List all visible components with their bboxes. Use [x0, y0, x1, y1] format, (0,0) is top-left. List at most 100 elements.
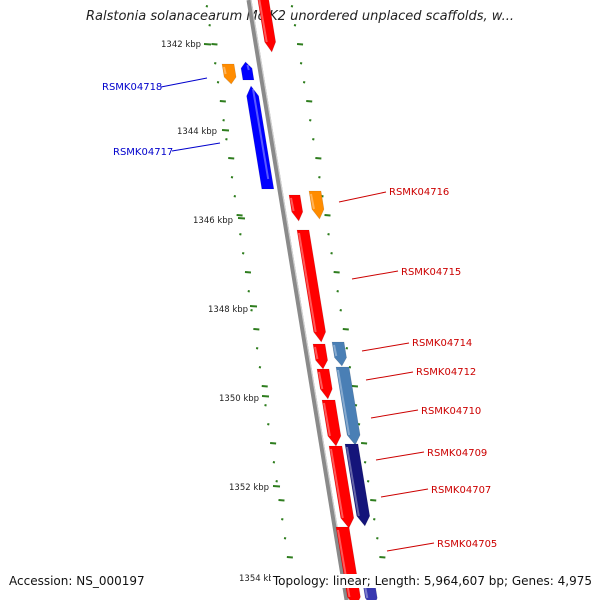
gene-rsmk04714-shine: [314, 346, 319, 360]
ruler-tick: [275, 480, 278, 483]
gene-leader-line: [370, 409, 419, 419]
ruler-tick: [233, 195, 237, 198]
ruler-tick: [318, 176, 321, 179]
gene-rsmk04717-shine: [252, 88, 270, 180]
gene-rsmk04707-shine: [346, 446, 360, 517]
gene-label-right: RSMK04715: [401, 267, 461, 278]
gene-label-right: RSMK04714: [412, 338, 472, 349]
ruler-tick: [253, 328, 260, 331]
gene-rsmk04714-steel: [331, 341, 347, 367]
backbone: [246, 0, 350, 600]
ruler-tick: [354, 404, 358, 407]
gene-orange-left: [221, 63, 237, 85]
ruler-tick: [225, 138, 228, 141]
gene-label-right: RSMK04709: [427, 448, 487, 459]
gene-rsmk04716-red-shine: [290, 197, 295, 212]
ruler-tick: [357, 423, 361, 426]
ruler-tick: [302, 81, 306, 84]
ruler-tick: [222, 119, 225, 122]
gene-rsmk04714-steel-shine: [333, 344, 338, 357]
ruler-tick: [286, 556, 293, 559]
gene-blue-small-shine: [246, 64, 250, 71]
gene-leader-line: [361, 342, 410, 352]
ruler-tick: [315, 157, 322, 160]
gene-rsmk04712-shine: [318, 371, 324, 390]
gene-rsmk04716-orange-shine: [310, 193, 315, 210]
gene-rsmk04707: [344, 443, 371, 527]
tick-labels: 1342 kbp 1344 kbp 1346 kbp 1348 kbp 1350 kbp…: [161, 40, 290, 584]
map-title: Ralstonia solanacearum MolK2 unordered u…: [85, 9, 514, 24]
gene-leader-line: [386, 542, 435, 552]
ruler-tick: [330, 252, 333, 255]
ruler-major-tick: [237, 217, 246, 220]
ruler-tick: [216, 81, 220, 84]
gene-features: [221, 0, 378, 600]
ruler-tick: [327, 233, 330, 236]
ruler-tick: [272, 461, 276, 464]
ruler-tick: [267, 423, 270, 426]
gene-top-red: [257, 0, 276, 53]
gene-orange-left-shine: [223, 66, 227, 75]
gene-label-right: RSMK04707: [431, 485, 491, 496]
gene-leader-line: [171, 142, 221, 152]
gene-label-right: RSMK04710: [421, 406, 481, 417]
ruler-tick: [211, 43, 218, 46]
backbone-line: [246, 0, 350, 600]
gene-rsmk04715-shine: [298, 232, 317, 333]
ruler-tick: [324, 214, 331, 217]
ruler-tick: [258, 366, 262, 369]
gene-rsmk04709: [321, 399, 342, 447]
gene-rsmk04710-shine: [337, 369, 351, 436]
ruler-dots: [205, 5, 386, 578]
ruler-tick: [250, 309, 253, 312]
ruler-tick: [228, 157, 235, 160]
ruler-tick: [293, 24, 297, 27]
gene-rsmk04707-red: [328, 445, 355, 529]
ruler-tick: [370, 499, 377, 502]
ruler-tick: [363, 461, 367, 464]
ruler-tick: [351, 385, 359, 388]
ruler-tick: [361, 442, 368, 445]
ruler-tick: [336, 290, 339, 293]
ruler-tick: [376, 537, 379, 540]
gene-rsmk04714: [312, 343, 328, 370]
ruler-label: 1354 kbp: [239, 574, 279, 584]
backbone-highlight: [250, 0, 350, 600]
ruler-tick: [312, 138, 315, 141]
ruler-label: 1346 kbp: [193, 216, 233, 226]
gene-label-right: RSMK04712: [416, 367, 476, 378]
gene-blue-small: [240, 61, 255, 81]
ruler-tick: [309, 119, 312, 122]
ruler-tick: [255, 347, 259, 350]
ruler-major-tick: [203, 43, 212, 46]
gene-rsmk04716-red: [288, 194, 304, 222]
gene-label-left: RSMK04718: [102, 82, 162, 93]
ruler-tick: [306, 100, 313, 103]
ruler-tick: [236, 214, 243, 217]
gene-top-red-shine: [258, 0, 268, 43]
gene-rsmk04712: [316, 368, 333, 400]
ruler-tick: [208, 24, 211, 27]
ruler-tick: [296, 43, 304, 46]
ruler-tick: [239, 233, 242, 236]
gene-rsmk04715: [296, 229, 326, 343]
ruler-major-tick: [221, 129, 230, 132]
ruler-tick: [278, 499, 285, 502]
gene-leader-line: [380, 488, 429, 498]
ruler-label: 1348 kbp: [208, 305, 248, 315]
ruler-tick: [299, 62, 303, 65]
ruler-tick: [333, 271, 340, 274]
ruler-tick: [345, 347, 349, 350]
ruler-tick: [281, 518, 284, 521]
ruler-tick: [205, 5, 209, 8]
ruler-label: 1342 kbp: [161, 40, 201, 50]
gene-leader-line: [351, 270, 399, 280]
gene-leader-line: [375, 451, 425, 461]
ruler-tick: [270, 442, 277, 445]
ruler-tick: [290, 5, 294, 8]
ruler-major-tick: [261, 395, 270, 398]
ruler-tick: [379, 556, 386, 559]
genome-summary: Topology: linear; Length: 5,964,607 bp; …: [270, 574, 594, 588]
ruler-tick: [366, 480, 370, 483]
